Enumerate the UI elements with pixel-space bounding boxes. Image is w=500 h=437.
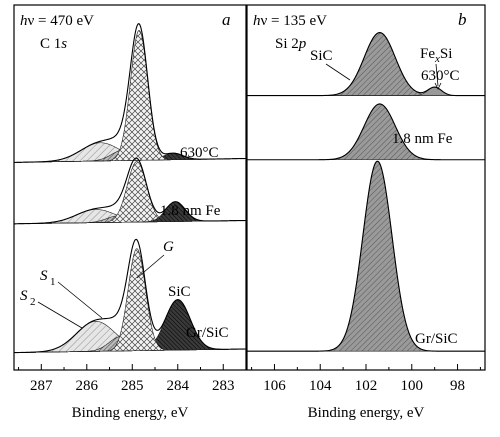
spectrum-a-1 bbox=[13, 157, 247, 225]
envelope-b-2 bbox=[247, 160, 485, 352]
component-label-s1: S 1 bbox=[40, 268, 103, 319]
panel-b-label-grsic: Gr/SiC bbox=[415, 331, 458, 347]
panel-a-core-level: C 1s bbox=[40, 36, 67, 52]
panel-a-spectra bbox=[13, 23, 247, 354]
svg-text:FexSi: FexSi bbox=[420, 46, 452, 65]
svg-text:SiC: SiC bbox=[310, 48, 333, 64]
spectrum-b-2 bbox=[247, 160, 485, 352]
panel-b-label-630c: 630°C bbox=[421, 68, 460, 84]
component-sic-b-2 bbox=[247, 160, 485, 352]
spectrum-b-1 bbox=[247, 103, 485, 161]
tick-label-a: 286 bbox=[76, 378, 99, 394]
panel-b-photon-energy: hν = 135 eV bbox=[253, 13, 327, 29]
panel-a-frame bbox=[13, 4, 247, 371]
panel-b-x-axis: 106 104 102 100 98 bbox=[251, 364, 481, 394]
component-label-fexsi: FexSi bbox=[420, 46, 452, 90]
svg-text:S: S bbox=[20, 288, 28, 304]
panel-b-letter: b bbox=[458, 10, 467, 29]
svg-text:2: 2 bbox=[30, 296, 36, 308]
envelope-a-0 bbox=[13, 23, 247, 163]
panel-b-xlabel: Binding energy, eV bbox=[308, 405, 425, 421]
tick-label-a: 283 bbox=[212, 378, 235, 394]
tick-label-a: 284 bbox=[167, 378, 190, 394]
envelope-b-0 bbox=[247, 32, 485, 97]
tick-label-b: 100 bbox=[401, 378, 424, 394]
component-label-sic-b: SiC bbox=[310, 48, 351, 81]
envelope-a-1 bbox=[13, 157, 247, 225]
tick-label-b: 102 bbox=[355, 378, 378, 394]
tick-label-a: 287 bbox=[30, 378, 53, 394]
tick-label-b: 104 bbox=[309, 378, 332, 394]
component-label-sic-a: SiC bbox=[168, 284, 191, 300]
spectrum-a-0 bbox=[13, 23, 247, 163]
panel-a-xlabel: Binding energy, eV bbox=[72, 405, 189, 421]
spectrum-a-2 bbox=[13, 238, 247, 354]
panel-a-label-grsic: Gr/SiC bbox=[186, 325, 229, 341]
panel-b-label-fe: 1.8 nm Fe bbox=[392, 131, 453, 147]
svg-text:S: S bbox=[40, 268, 48, 284]
panel-a-letter: a bbox=[222, 10, 231, 29]
component-label-g: G bbox=[136, 239, 174, 279]
panel-b-core-level: Si 2p bbox=[275, 36, 307, 52]
tick-label-b: 98 bbox=[450, 378, 465, 394]
panel-a-label-fe: 1.8 nm Fe bbox=[160, 203, 221, 219]
envelope-b-1 bbox=[247, 103, 485, 161]
envelope-a-2 bbox=[13, 238, 247, 354]
tick-label-b: 106 bbox=[263, 378, 286, 394]
panel-a-photon-energy: hν = 470 eV bbox=[20, 13, 94, 29]
svg-text:G: G bbox=[163, 239, 174, 255]
component-label-s2: S 2 bbox=[20, 288, 83, 329]
svg-text:1: 1 bbox=[50, 276, 56, 288]
panel-a-label-630c: 630°C bbox=[180, 145, 219, 161]
tick-label-a: 285 bbox=[121, 378, 144, 394]
spectrum-b-0 bbox=[247, 32, 485, 97]
panel-a-x-axis: 287 286 285 284 283 bbox=[18, 364, 247, 394]
panel-b-spectra bbox=[247, 32, 485, 352]
